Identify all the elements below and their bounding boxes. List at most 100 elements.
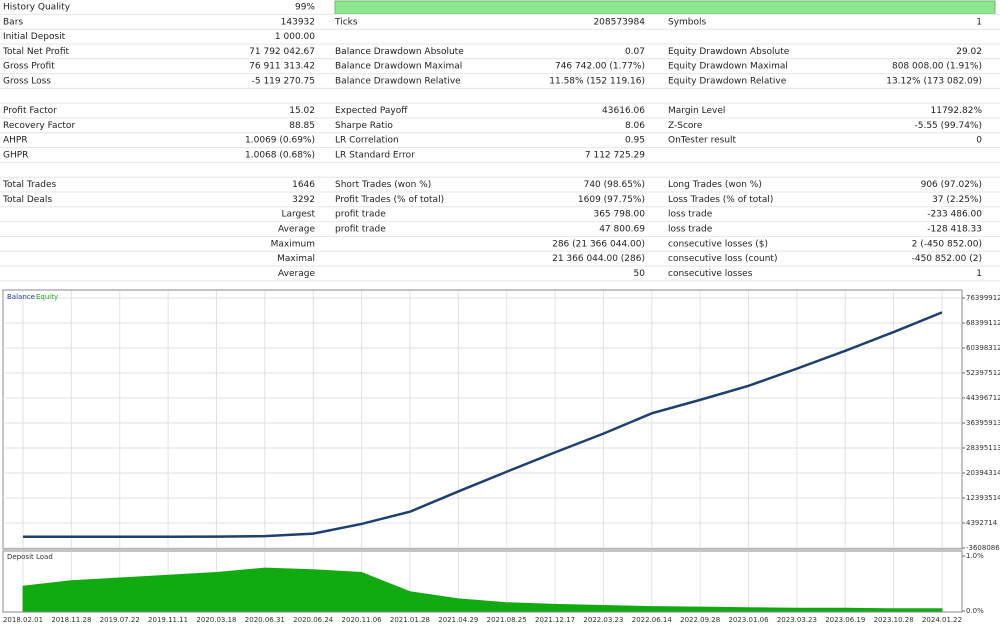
cell-label: loss trade bbox=[668, 210, 713, 220]
cell-value: -233 486.00 bbox=[927, 210, 982, 220]
cell-value: 71 792 042.67 bbox=[249, 47, 315, 57]
x-tick-label: 2018.11.28 bbox=[51, 616, 91, 624]
x-tick-label: 2020.06.24 bbox=[293, 616, 334, 624]
x-tick-label: 2021.04.29 bbox=[438, 616, 478, 624]
cell-value: 1 000.00 bbox=[275, 32, 315, 42]
cell-value: 11792.82% bbox=[931, 106, 983, 116]
cell-label: Expected Payoff bbox=[335, 106, 408, 116]
x-tick-label: 2023.01.06 bbox=[728, 616, 769, 624]
cell-value: 1 bbox=[976, 17, 982, 27]
cell-value: 286 (21 366 044.00) bbox=[552, 239, 645, 249]
cell-label: Total Deals bbox=[2, 195, 52, 205]
cell-value: 0.07 bbox=[625, 47, 645, 57]
cell-value: 1 bbox=[976, 269, 982, 279]
cell-value: 143932 bbox=[281, 17, 315, 27]
cell-label: Total Net Profit bbox=[2, 47, 69, 57]
cell-label: Gross Loss bbox=[3, 77, 51, 87]
cell-value: 8.06 bbox=[625, 121, 645, 131]
cell-value: 29.02 bbox=[956, 47, 982, 57]
cell-label: Symbols bbox=[668, 17, 707, 27]
cell-label: Equity Drawdown Maximal bbox=[668, 62, 788, 72]
cell-value: 47 800.69 bbox=[599, 225, 645, 235]
legend-balance: Balance bbox=[7, 293, 35, 301]
cell-value: 906 (97.02%) bbox=[921, 180, 982, 190]
cell-value: 0.95 bbox=[625, 136, 645, 146]
cell-value: 1609 (97.75%) bbox=[578, 195, 645, 205]
balance-line bbox=[23, 311, 943, 538]
cell-value: Maximal bbox=[277, 254, 315, 264]
cell-value: 37 (2.25%) bbox=[932, 195, 982, 205]
cell-value: 15.02 bbox=[289, 106, 315, 116]
cell-value: -128 418.33 bbox=[927, 225, 982, 235]
cell-value: 3292 bbox=[292, 195, 315, 205]
balance-chart-frame bbox=[2, 289, 963, 550]
cell-label: consecutive losses ($) bbox=[668, 239, 768, 249]
x-tick-label: 2022.09.28 bbox=[680, 616, 720, 624]
cell-label: LR Correlation bbox=[335, 136, 399, 146]
cell-label: Long Trades (won %) bbox=[668, 180, 762, 190]
cell-value: -5.55 (99.74%) bbox=[915, 121, 983, 131]
cell-value: 740 (98.65%) bbox=[584, 180, 645, 190]
cell-label: Loss Trades (% of total) bbox=[668, 195, 773, 205]
y-tick-label: 0.0% bbox=[966, 607, 984, 615]
cell-label: Ticks bbox=[334, 17, 358, 27]
cell-value: 21 366 044.00 (286) bbox=[552, 254, 645, 264]
y-tick-label: -3608086 bbox=[966, 544, 1000, 552]
x-tick-label: 2024.01.22 bbox=[922, 616, 962, 624]
y-tick-label: 44396712 bbox=[966, 394, 1000, 402]
y-tick-label: 4392714 bbox=[966, 519, 998, 527]
x-tick-label: 2023.10.28 bbox=[874, 616, 914, 624]
y-tick-label: 76399912 bbox=[966, 294, 1000, 302]
cell-value: 0 bbox=[976, 136, 982, 146]
cell-label: Initial Deposit bbox=[3, 32, 66, 42]
cell-value: 7 112 725.29 bbox=[585, 151, 645, 161]
cell-label: Recovery Factor bbox=[3, 121, 75, 131]
quality-bar bbox=[334, 0, 996, 15]
cell-label: Total Trades bbox=[2, 180, 57, 190]
legend-equity: Equity bbox=[36, 293, 58, 301]
x-tick-label: 2021.01.28 bbox=[390, 616, 430, 624]
cell-value: Maximum bbox=[271, 239, 315, 249]
cell-label: OnTester result bbox=[668, 136, 737, 146]
load-title: Deposit Load bbox=[7, 553, 53, 561]
x-tick-label: 2022.06.14 bbox=[632, 616, 673, 624]
y-tick-label: 1.0% bbox=[966, 552, 984, 560]
cell-label: Margin Level bbox=[668, 106, 725, 116]
x-tick-label: 2019.11.11 bbox=[148, 616, 188, 624]
cell-label: AHPR bbox=[3, 136, 28, 146]
cell-value: 208573984 bbox=[593, 17, 645, 27]
cell-value: 365 798.00 bbox=[593, 210, 645, 220]
cell-value: 746 742.00 (1.77%) bbox=[555, 62, 645, 72]
cell-label: Sharpe Ratio bbox=[335, 121, 393, 131]
y-tick-label: 12393514 bbox=[966, 494, 1000, 502]
cell-value: 11.58% (152 119.16) bbox=[549, 77, 645, 87]
cell-value: -5 119 270.75 bbox=[252, 77, 315, 87]
cell-value: 50 bbox=[634, 269, 646, 279]
cell-value: Average bbox=[278, 269, 315, 279]
cell-label: Balance Drawdown Relative bbox=[335, 77, 461, 87]
cell-value: Average bbox=[278, 225, 315, 235]
cell-value: 99% bbox=[295, 3, 315, 13]
x-tick-label: 2021.08.25 bbox=[487, 616, 527, 624]
x-tick-label: 2020.03.18 bbox=[196, 616, 236, 624]
cell-label: Profit Trades (% of total) bbox=[335, 195, 444, 205]
cell-value: 1646 bbox=[292, 180, 315, 190]
cell-label: Profit Factor bbox=[3, 106, 57, 116]
y-tick-label: 28395113 bbox=[966, 444, 1000, 452]
y-tick-label: 20394314 bbox=[966, 469, 1000, 477]
cell-label: LR Standard Error bbox=[335, 151, 415, 161]
x-tick-label: 2023.03.23 bbox=[777, 616, 817, 624]
y-tick-label: 36395913 bbox=[966, 419, 1000, 427]
cell-label: Short Trades (won %) bbox=[335, 180, 431, 190]
cell-value: 1.0068 (0.68%) bbox=[245, 151, 315, 161]
cell-label: History Quality bbox=[3, 3, 71, 13]
x-tick-label: 2021.12.17 bbox=[535, 616, 575, 624]
cell-label: Bars bbox=[3, 17, 23, 27]
cell-label: Equity Drawdown Absolute bbox=[668, 47, 790, 57]
cell-label: Balance Drawdown Maximal bbox=[335, 62, 462, 72]
x-tick-label: 2023.06.19 bbox=[825, 616, 865, 624]
y-tick-label: 52397512 bbox=[966, 369, 1000, 377]
cell-label: profit trade bbox=[335, 210, 386, 220]
x-tick-label: 2020.11.06 bbox=[342, 616, 383, 624]
